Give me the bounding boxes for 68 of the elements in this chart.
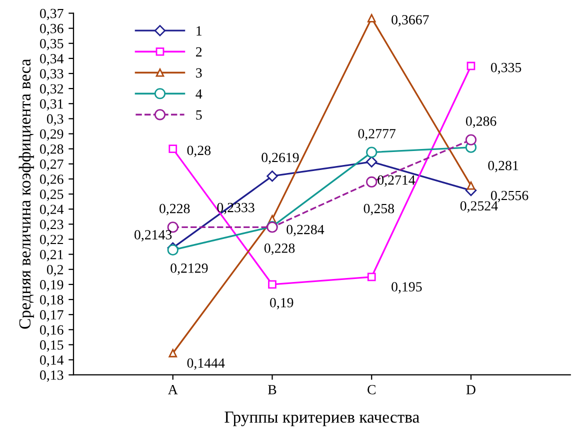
point <box>168 348 178 358</box>
data-label: 0,2714 <box>378 175 416 187</box>
point <box>366 176 378 188</box>
y-tick-label: 0,22 <box>40 234 64 246</box>
point <box>168 144 178 154</box>
legend-label: 4 <box>196 89 202 98</box>
data-label: 0,286 <box>466 116 496 128</box>
data-label: 0,3667 <box>392 15 429 26</box>
point <box>466 181 476 190</box>
y-tick-label: 0,31 <box>40 99 63 111</box>
data-label: 0,2143 <box>134 230 172 242</box>
legend-label: 3 <box>196 68 202 78</box>
data-label: 0,2556 <box>490 190 528 202</box>
point <box>167 244 178 256</box>
y-tick-label: 0,34 <box>40 54 64 66</box>
y-tick-label: 0,3 <box>46 114 64 126</box>
data-label: 0,2524 <box>460 201 498 213</box>
y-tick-label: 0,21 <box>40 250 63 262</box>
data-label: 0,228 <box>264 244 295 255</box>
y-tick-label: 0,37 <box>40 8 64 20</box>
data-label: 0,1444 <box>187 358 225 370</box>
y-tick-label: 0,28 <box>40 144 64 156</box>
x-tick-label: C <box>368 385 376 394</box>
y-tick-label: 0,24 <box>40 204 64 216</box>
data-label: 0,2284 <box>286 224 324 236</box>
y-tick-label: 0,19 <box>40 280 64 292</box>
point <box>465 134 477 146</box>
data-label: 0,2619 <box>262 152 299 164</box>
data-label: 0,258 <box>364 204 394 216</box>
y-tick-label: 0,17 <box>40 310 64 322</box>
x-tick-label: D <box>466 385 476 394</box>
data-label: 0,2777 <box>358 129 396 140</box>
legend-label: 2 <box>196 47 202 56</box>
y-tick-label: 0,32 <box>40 84 64 96</box>
y-tick-label: 0,25 <box>40 190 64 201</box>
y-tick-label: 0,26 <box>40 174 64 186</box>
point <box>367 14 376 22</box>
point <box>266 170 278 182</box>
y-tick-label: 0,29 <box>40 129 64 141</box>
y-tick-label: 0,23 <box>40 220 64 232</box>
point <box>366 156 378 168</box>
point <box>366 146 378 158</box>
y-tick-label: 0,36 <box>40 24 64 36</box>
y-tick-label: 0,14 <box>40 355 64 367</box>
data-label: 0,195 <box>392 282 422 294</box>
y-tick-label: 0,2 <box>46 264 64 276</box>
data-label: 0,335 <box>490 62 522 74</box>
data-label: 0,2129 <box>170 263 208 275</box>
y-tick-label: 0,13 <box>40 370 64 382</box>
point <box>466 62 476 70</box>
y-tick-label: 0,33 <box>40 69 64 80</box>
x-tick-label: A <box>168 385 178 394</box>
x-axis-title: Группы критериев качества <box>224 412 420 426</box>
legend-label: 1 <box>196 26 202 36</box>
y-tick-label: 0,35 <box>40 38 64 50</box>
data-label: 0,19 <box>270 298 294 310</box>
y-tick-label: 0,16 <box>40 325 64 337</box>
y-tick-label: 0,15 <box>40 340 64 352</box>
data-label: 0,28 <box>187 146 211 158</box>
x-tick-label: B <box>268 385 276 394</box>
point <box>367 272 376 282</box>
y-tick-label: 0,27 <box>40 159 64 171</box>
data-label: 0,281 <box>488 160 518 172</box>
y-axis-title: Средняя величина коэффициента веса <box>18 58 34 329</box>
data-label: 0,228 <box>160 204 190 216</box>
point <box>268 280 276 289</box>
y-tick-label: 0,18 <box>40 295 64 306</box>
legend-label: 5 <box>196 110 202 120</box>
